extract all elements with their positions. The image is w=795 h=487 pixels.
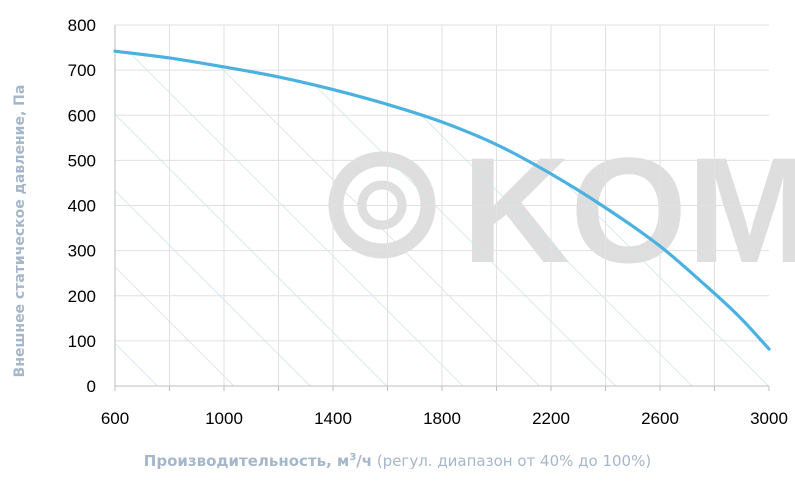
y-tick-label: 300: [68, 242, 96, 261]
y-tick-label: 800: [68, 16, 96, 35]
series-group: [113, 49, 771, 351]
series-line: [113, 49, 771, 351]
y-tick-label: 400: [68, 197, 96, 216]
x-axis-label: Производительность, м3/ч (регул. диапазо…: [0, 452, 795, 470]
y-tick-label: 100: [68, 332, 96, 351]
x-axis-label-note: (регул. диапазон от 40% до 100%): [372, 452, 652, 470]
x-tick-label: 2200: [532, 409, 570, 428]
x-axis-label-main: Производительность, м3/ч: [143, 452, 373, 470]
x-tick-label: 600: [101, 409, 129, 428]
y-tick-label: 0: [87, 377, 96, 396]
y-tick-label: 200: [68, 287, 96, 306]
x-tick-label: 1800: [423, 409, 461, 428]
x-tick-label: 1400: [314, 409, 352, 428]
x-tick-label: 3000: [750, 409, 788, 428]
y-axis-label: Внешнее статическое давление, Па: [12, 85, 28, 378]
y-tick-labels: 0 100 200 300 400 500 600 700 800: [68, 16, 96, 396]
y-tick-label: 600: [68, 106, 96, 125]
x-tick-label: 1000: [205, 409, 243, 428]
y-tick-label: 700: [68, 61, 96, 80]
axes: [114, 25, 770, 391]
y-tick-label: 500: [68, 151, 96, 170]
x-tick-labels: 600 1000 1400 1800 2200 2600 3000: [101, 409, 788, 428]
hatched-area: [115, 51, 769, 386]
x-tick-label: 2600: [641, 409, 679, 428]
